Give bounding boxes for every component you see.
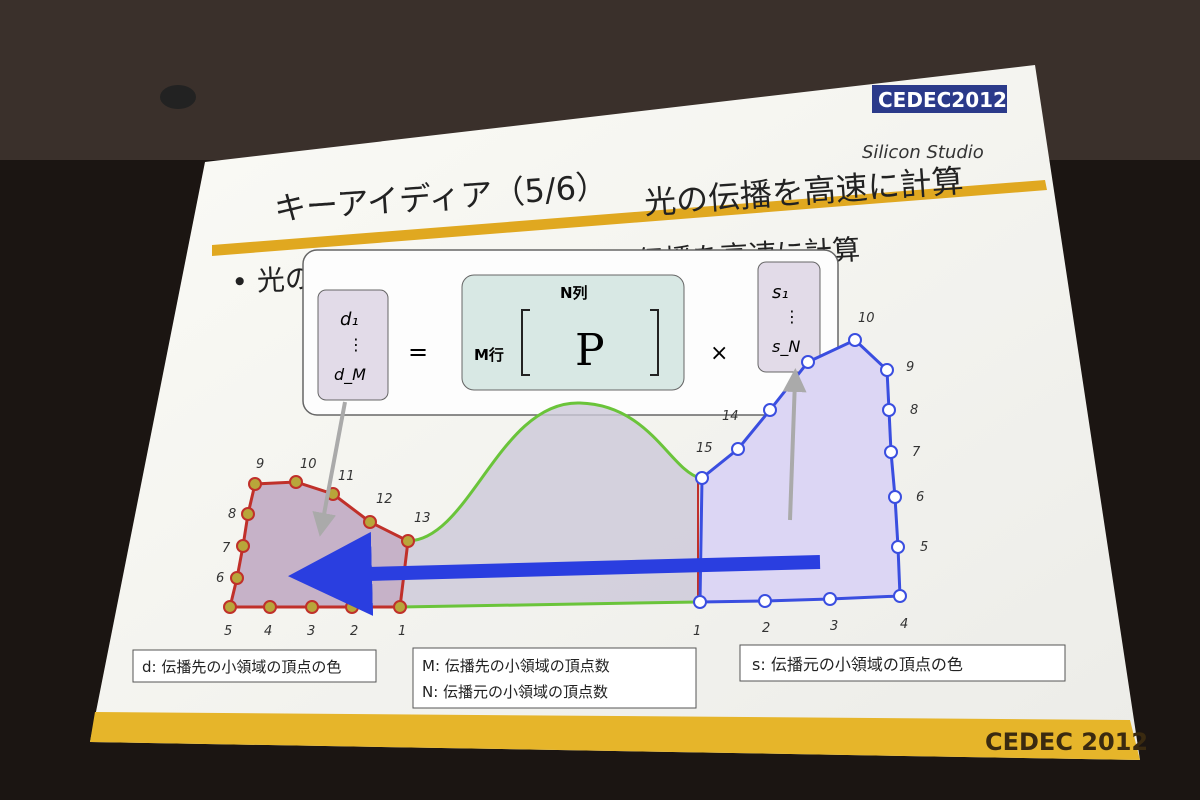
destination-vertex bbox=[223, 600, 237, 614]
vertex-label: 2 bbox=[350, 624, 358, 639]
output-arrow bbox=[312, 401, 347, 537]
vertex-label: 9 bbox=[256, 457, 264, 472]
vertex-label: 4 bbox=[900, 617, 908, 632]
svg-text:s₁: s₁ bbox=[772, 282, 789, 303]
source-vertex bbox=[880, 363, 894, 377]
destination-vertex bbox=[345, 600, 359, 614]
destination-vertex bbox=[289, 475, 303, 489]
destination-vertex bbox=[305, 600, 319, 614]
green-curve bbox=[407, 401, 701, 543]
vertex-label: 1 bbox=[693, 624, 701, 639]
vertex-label: 15 bbox=[696, 441, 713, 456]
footer-bar bbox=[90, 712, 1140, 760]
source-vertex bbox=[848, 333, 862, 347]
propagation-arrow bbox=[288, 531, 821, 616]
vertex-label: 7 bbox=[222, 541, 231, 556]
svg-text:=: = bbox=[408, 338, 428, 366]
svg-text:P: P bbox=[575, 325, 605, 376]
vertex-label: 12 bbox=[376, 492, 393, 507]
vertex-label: 2 bbox=[762, 621, 770, 636]
vertex-label: 3 bbox=[307, 624, 315, 639]
destination-vertex bbox=[363, 515, 377, 529]
source-vertex bbox=[695, 471, 709, 485]
source-vertex bbox=[893, 589, 907, 603]
vertex-label: 8 bbox=[228, 507, 236, 522]
svg-text:s_N: s_N bbox=[772, 337, 800, 357]
formula-box: d₁ ⋮ d_M = N列 M行 P × s₁ ⋮ s_N bbox=[302, 249, 839, 416]
vertex-label: 10 bbox=[300, 457, 317, 472]
source-vertex bbox=[731, 442, 745, 456]
svg-text:N列: N列 bbox=[560, 284, 588, 302]
vertex-label: 3 bbox=[830, 619, 838, 634]
vertex-label: 4 bbox=[264, 624, 272, 639]
vertex-label: 7 bbox=[912, 445, 921, 460]
source-vertex bbox=[891, 540, 905, 554]
destination-vertex bbox=[241, 507, 255, 521]
legend-d: d: 伝播先の小領域の頂点の色 bbox=[132, 649, 377, 683]
destination-vertex bbox=[236, 539, 250, 553]
svg-text:M行: M行 bbox=[474, 346, 504, 364]
source-vertex bbox=[882, 403, 896, 417]
destination-vertex bbox=[263, 600, 277, 614]
destination-vertex bbox=[248, 477, 262, 491]
source-vertex bbox=[693, 595, 707, 609]
ceiling-light bbox=[160, 85, 196, 109]
source-vertex bbox=[888, 490, 902, 504]
svg-text:⋮: ⋮ bbox=[784, 307, 800, 326]
source-vertex bbox=[801, 355, 815, 369]
svg-text:N: 伝播元の小領域の頂点数: N: 伝播元の小領域の頂点数 bbox=[422, 683, 608, 701]
vertex-label: 8 bbox=[910, 403, 918, 418]
vertex-label: 6 bbox=[916, 490, 924, 505]
vertex-label: 9 bbox=[906, 360, 914, 375]
input-arrow bbox=[782, 368, 807, 521]
source-vertex bbox=[823, 592, 837, 606]
svg-text:d_M: d_M bbox=[334, 365, 366, 385]
cedec-logo bbox=[872, 85, 1007, 113]
svg-text:⋮: ⋮ bbox=[348, 335, 364, 354]
vertex-label: 11 bbox=[338, 469, 355, 484]
legend-s: s: 伝播元の小領域の頂点の色 bbox=[739, 644, 1066, 682]
vertex-label: 13 bbox=[414, 511, 431, 526]
svg-text:M: 伝播先の小領域の頂点数: M: 伝播先の小領域の頂点数 bbox=[422, 657, 610, 675]
green-base bbox=[399, 600, 699, 609]
vertex-label: 1 bbox=[398, 624, 406, 639]
source-vertex bbox=[884, 445, 898, 459]
svg-text:×: × bbox=[710, 341, 728, 366]
vertex-label: 6 bbox=[216, 571, 224, 586]
source-vertex bbox=[758, 594, 772, 608]
source-vertex bbox=[763, 403, 777, 417]
middle-region bbox=[400, 402, 700, 607]
svg-text:CEDEC2012: CEDEC2012 bbox=[878, 88, 1007, 112]
svg-text:s: 伝播元の小領域の頂点の色: s: 伝播元の小領域の頂点の色 bbox=[752, 655, 963, 674]
destination-vertex bbox=[401, 534, 415, 548]
vertex-label: 10 bbox=[858, 311, 875, 326]
title-rule bbox=[212, 180, 1047, 256]
svg-text:d: 伝播先の小領域の頂点の色: d: 伝播先の小領域の頂点の色 bbox=[142, 658, 341, 676]
legend-mn: M: 伝播先の小領域の頂点数 N: 伝播元の小領域の頂点数 bbox=[412, 647, 697, 709]
footer-text: CEDEC 2012 bbox=[985, 728, 1148, 756]
company-logo: Silicon Studio bbox=[862, 142, 984, 163]
vertex-label: 14 bbox=[722, 409, 739, 424]
destination-vertex bbox=[393, 600, 407, 614]
destination-vertex bbox=[230, 571, 244, 585]
svg-text:d₁: d₁ bbox=[340, 309, 359, 330]
vertex-label: 5 bbox=[224, 624, 232, 639]
vertex-label: 5 bbox=[920, 540, 928, 555]
